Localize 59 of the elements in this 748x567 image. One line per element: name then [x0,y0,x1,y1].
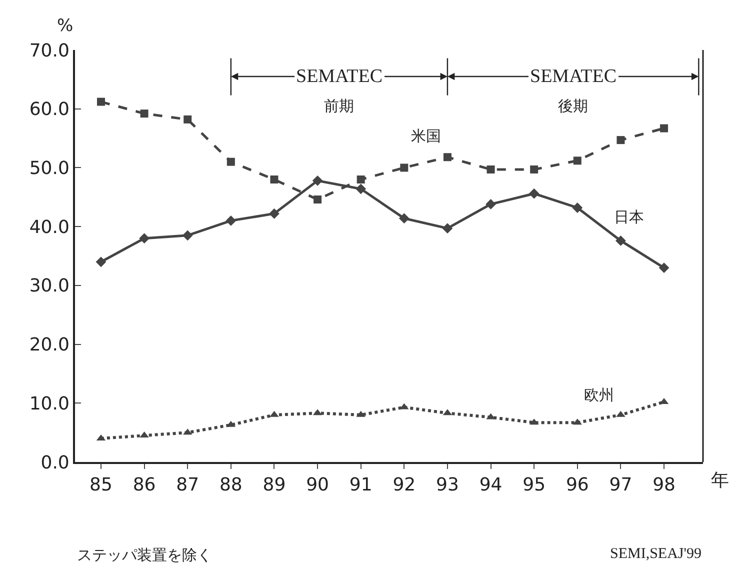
x-tick-label: 95 [522,474,546,496]
point [660,124,668,132]
y-tick-label: 50.0 [29,158,70,180]
point [486,165,495,174]
point [269,208,280,219]
point [226,158,235,166]
x-tick-label: 94 [479,474,502,496]
x-tick-label: 96 [566,474,589,496]
x-tick-label: 92 [392,474,416,496]
y-tick-label: 0.0 [40,452,70,474]
point [398,213,410,224]
x-tick-label: 86 [132,474,156,496]
annotation: SEMATEC 前期 [296,66,383,115]
x-tick-label: 88 [219,474,242,496]
x-tick-label: 90 [306,474,329,496]
x-tick-label: 87 [176,474,200,496]
point [616,236,626,246]
point [356,184,366,194]
point [184,115,192,124]
y-tick-label: 40.0 [29,216,70,238]
point [530,165,538,174]
series-label: 米国 [411,127,441,145]
y-tick-label: 70.0 [29,40,70,62]
y-axis-title: % [57,16,74,36]
x-tick-label: 91 [349,474,372,496]
point [616,136,625,144]
y-tick-label: 30.0 [29,276,70,297]
x-axis-title: 年 [711,470,729,491]
point [658,262,670,273]
x-tick-label: 89 [262,474,286,496]
y-tick-label: 20.0 [29,334,70,356]
point [442,223,453,234]
x-tick-label: 85 [90,474,112,496]
point [572,202,583,213]
point [356,175,365,184]
point [312,175,323,186]
point [140,110,148,118]
point [139,233,150,244]
series-label: 日本 [614,208,644,226]
point [528,188,540,199]
x-tick-label: 98 [652,474,676,496]
point [443,153,452,162]
point [96,98,105,106]
point [182,230,193,241]
point [226,215,236,226]
x-tick-label: 93 [436,474,459,496]
series-label: 欧州 [584,386,614,404]
y-tick-label: 10.0 [29,393,70,414]
x-tick-label: 97 [609,474,632,496]
point [486,199,496,210]
text: ステッパ装置を除く [77,546,212,564]
point [270,175,278,184]
point [400,164,408,172]
point [573,156,582,165]
point [96,256,106,268]
text: SEMI,SEAJ'99 [610,546,702,562]
point [314,196,322,204]
annotation: SEMATEC 後期 [530,66,617,115]
y-tick-label: 60.0 [29,99,70,120]
